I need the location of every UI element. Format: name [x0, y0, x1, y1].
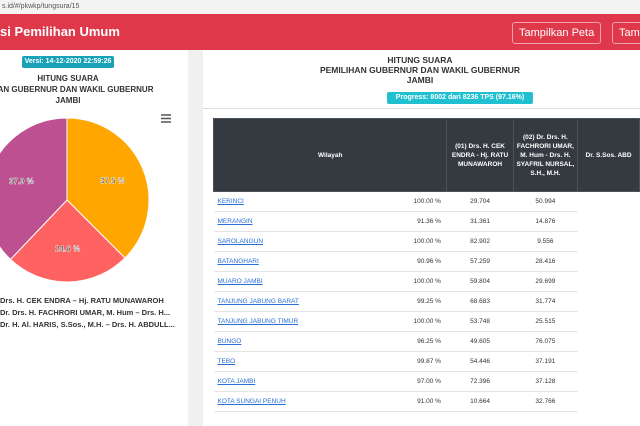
progress-badge: Progress: 8002 dari 8236 TPS (97.16%) — [387, 92, 533, 104]
header-bar — [0, 14, 640, 50]
vote-cell: 28.416 — [513, 251, 578, 272]
vote-cell: 76.075 — [513, 331, 578, 352]
page-title: JAMBI — [406, 75, 434, 85]
table-row: KOTA SUNGAI PENUH 91.00 % 10.664 32.766 — [213, 391, 640, 412]
region-cell: BUNGO 96.25 % — [213, 331, 447, 352]
legend-item[interactable]: Dr. H. Al. HARIS, S.Sos., M.H. – Drs. H.… — [0, 320, 175, 329]
results-table: Wilayah (01) Drs. H. CEK ENDRA - Hj. RATU… — [212, 118, 640, 412]
vote-cell: 37.191 — [513, 351, 578, 372]
region-cell: KERINCI 100.00 % — [213, 191, 447, 212]
progress-percent: 100.00 % — [413, 318, 441, 325]
region-link[interactable]: KOTA JAMBI — [217, 378, 256, 385]
vote-cell: 68.683 — [446, 291, 514, 312]
progress-percent: 90.96 % — [417, 258, 441, 265]
vote-cell: 57.259 — [446, 251, 514, 272]
vote-cell: 54.446 — [446, 351, 514, 372]
app-title: si Pemilihan Umum — [0, 24, 120, 39]
legend-item[interactable]: Dr. Drs. H. FACHRORI UMAR, M. Hum – Drs.… — [0, 308, 171, 317]
region-link[interactable]: KOTA SUNGAI PENUH — [217, 398, 286, 405]
vote-cell: 32.766 — [513, 391, 578, 412]
region-cell: TANJUNG JABUNG TIMUR 100.00 % — [213, 311, 447, 332]
version-badge: Versi: 14-12-2020 22:59:26 — [22, 56, 114, 68]
pie-chart: 37.5 % 24.6 % 37.9 % — [0, 114, 171, 283]
vote-cell: 72.396 — [446, 371, 514, 392]
region-link[interactable]: TANJUNG JABUNG BARAT — [217, 298, 299, 305]
column-header: Dr. S.Sos. ABD — [577, 118, 640, 192]
table-row: TANJUNG JABUNG BARAT 99.25 % 68.683 31.774 — [213, 291, 640, 312]
table-row: BUNGO 96.25 % 49.605 76.075 — [213, 331, 640, 352]
progress-percent: 96.25 % — [417, 338, 441, 345]
region-cell: SAROLANGUN 100.00 % — [213, 231, 447, 252]
progress-percent: 100.00 % — [413, 278, 441, 285]
pie-slice — [0, 117, 68, 261]
progress-percent: 91.36 % — [417, 218, 441, 225]
progress-percent: 91.00 % — [417, 398, 441, 405]
table-row: TANJUNG JABUNG TIMUR 100.00 % 53.748 25.515 — [213, 311, 640, 332]
column-header: Wilayah — [212, 118, 448, 192]
vote-cell: 53.748 — [446, 311, 514, 332]
progress-percent: 99.25 % — [417, 298, 441, 305]
vote-cell: 31.774 — [513, 291, 578, 312]
table-row: BATANGHARI 90.96 % 57.259 28.416 — [213, 251, 640, 272]
vote-cell: 82.902 — [446, 231, 514, 252]
vote-cell: 10.664 — [446, 391, 514, 412]
region-cell: TANJUNG JABUNG BARAT 99.25 % — [213, 291, 447, 312]
vote-cell: 9.556 — [513, 231, 578, 252]
region-cell: TEBO 99.87 % — [213, 351, 447, 372]
vote-cell: 49.605 — [446, 331, 514, 352]
address-bar[interactable]: s.id/#/pkwkp/tungsura/15 — [0, 0, 640, 14]
progress-percent: 100.00 % — [413, 238, 441, 245]
vote-cell: 50.994 — [513, 191, 578, 212]
table-row: SAROLANGUN 100.00 % 82.902 9.556 — [213, 231, 640, 252]
table-row: MERANGIN 91.36 % 31.361 14.876 — [213, 211, 640, 232]
region-cell: BATANGHARI 90.96 % — [213, 251, 447, 272]
divider — [203, 108, 640, 109]
page-title: PEMILIHAN GUBERNUR DAN WAKIL GUBERNUR — [319, 65, 521, 75]
table-row: KERINCI 100.00 % 29.704 50.994 — [213, 191, 640, 212]
table-row: TEBO 99.87 % 54.446 37.191 — [213, 351, 640, 372]
region-link[interactable]: TEBO — [217, 358, 236, 365]
map-button[interactable]: Tampilkan Peta — [512, 22, 602, 44]
region-cell: KOTA SUNGAI PENUH 91.00 % — [213, 391, 447, 412]
progress-percent: 97.00 % — [417, 378, 441, 385]
vote-cell: 29.699 — [513, 271, 578, 292]
region-cell: MERANGIN 91.36 % — [213, 211, 447, 232]
table-row: KOTA JAMBI 97.00 % 72.396 37.128 — [213, 371, 640, 392]
progress-percent: 99.87 % — [417, 358, 441, 365]
slice-label: 37.5 % — [100, 176, 125, 185]
pie-slice — [9, 199, 126, 283]
vote-cell: 25.515 — [513, 311, 578, 332]
region-link[interactable]: SAROLANGUN — [217, 238, 264, 245]
chart-title: ILIHAN GUBERNUR DAN WAKIL GUBERNUR — [0, 85, 154, 94]
menu-icon[interactable] — [161, 114, 171, 123]
region-link[interactable]: BATANGHARI — [217, 258, 259, 265]
table-button[interactable]: Tamp — [612, 22, 640, 44]
chart-title: JAMBI — [55, 96, 81, 105]
pie-slice — [66, 117, 150, 259]
region-link[interactable]: BUNGO — [217, 338, 242, 345]
vote-cell: 59.804 — [446, 271, 514, 292]
chart-title: HITUNG SUARA — [37, 74, 99, 83]
table-row: MUARO JAMBI 100.00 % 59.804 29.699 — [213, 271, 640, 292]
vote-cell: 37.128 — [513, 371, 578, 392]
column-header: (02) Dr. Drs. H. FACHRORI UMAR, M. Hum -… — [512, 118, 579, 192]
progress-percent: 100.00 % — [413, 198, 441, 205]
column-header: (01) Drs. H. CEK ENDRA - Hj. RATU MUNAWA… — [446, 118, 514, 192]
vote-cell: 31.361 — [446, 211, 514, 232]
vote-cell: 14.876 — [513, 211, 578, 232]
legend-item[interactable]: Drs. H. CEK ENDRA – Hj. RATU MUNAWAROH — [0, 296, 164, 305]
slice-label: 37.9 % — [9, 177, 34, 186]
slice-label: 24.6 % — [55, 244, 80, 253]
region-cell: MUARO JAMBI 100.00 % — [213, 271, 447, 292]
region-link[interactable]: KERINCI — [217, 198, 244, 205]
region-link[interactable]: MERANGIN — [217, 218, 253, 225]
vote-cell: 29.704 — [446, 191, 514, 212]
region-link[interactable]: MUARO JAMBI — [217, 278, 263, 285]
region-link[interactable]: TANJUNG JABUNG TIMUR — [217, 318, 299, 325]
page-title: HITUNG SUARA — [387, 55, 453, 65]
region-cell: KOTA JAMBI 97.00 % — [213, 371, 447, 392]
